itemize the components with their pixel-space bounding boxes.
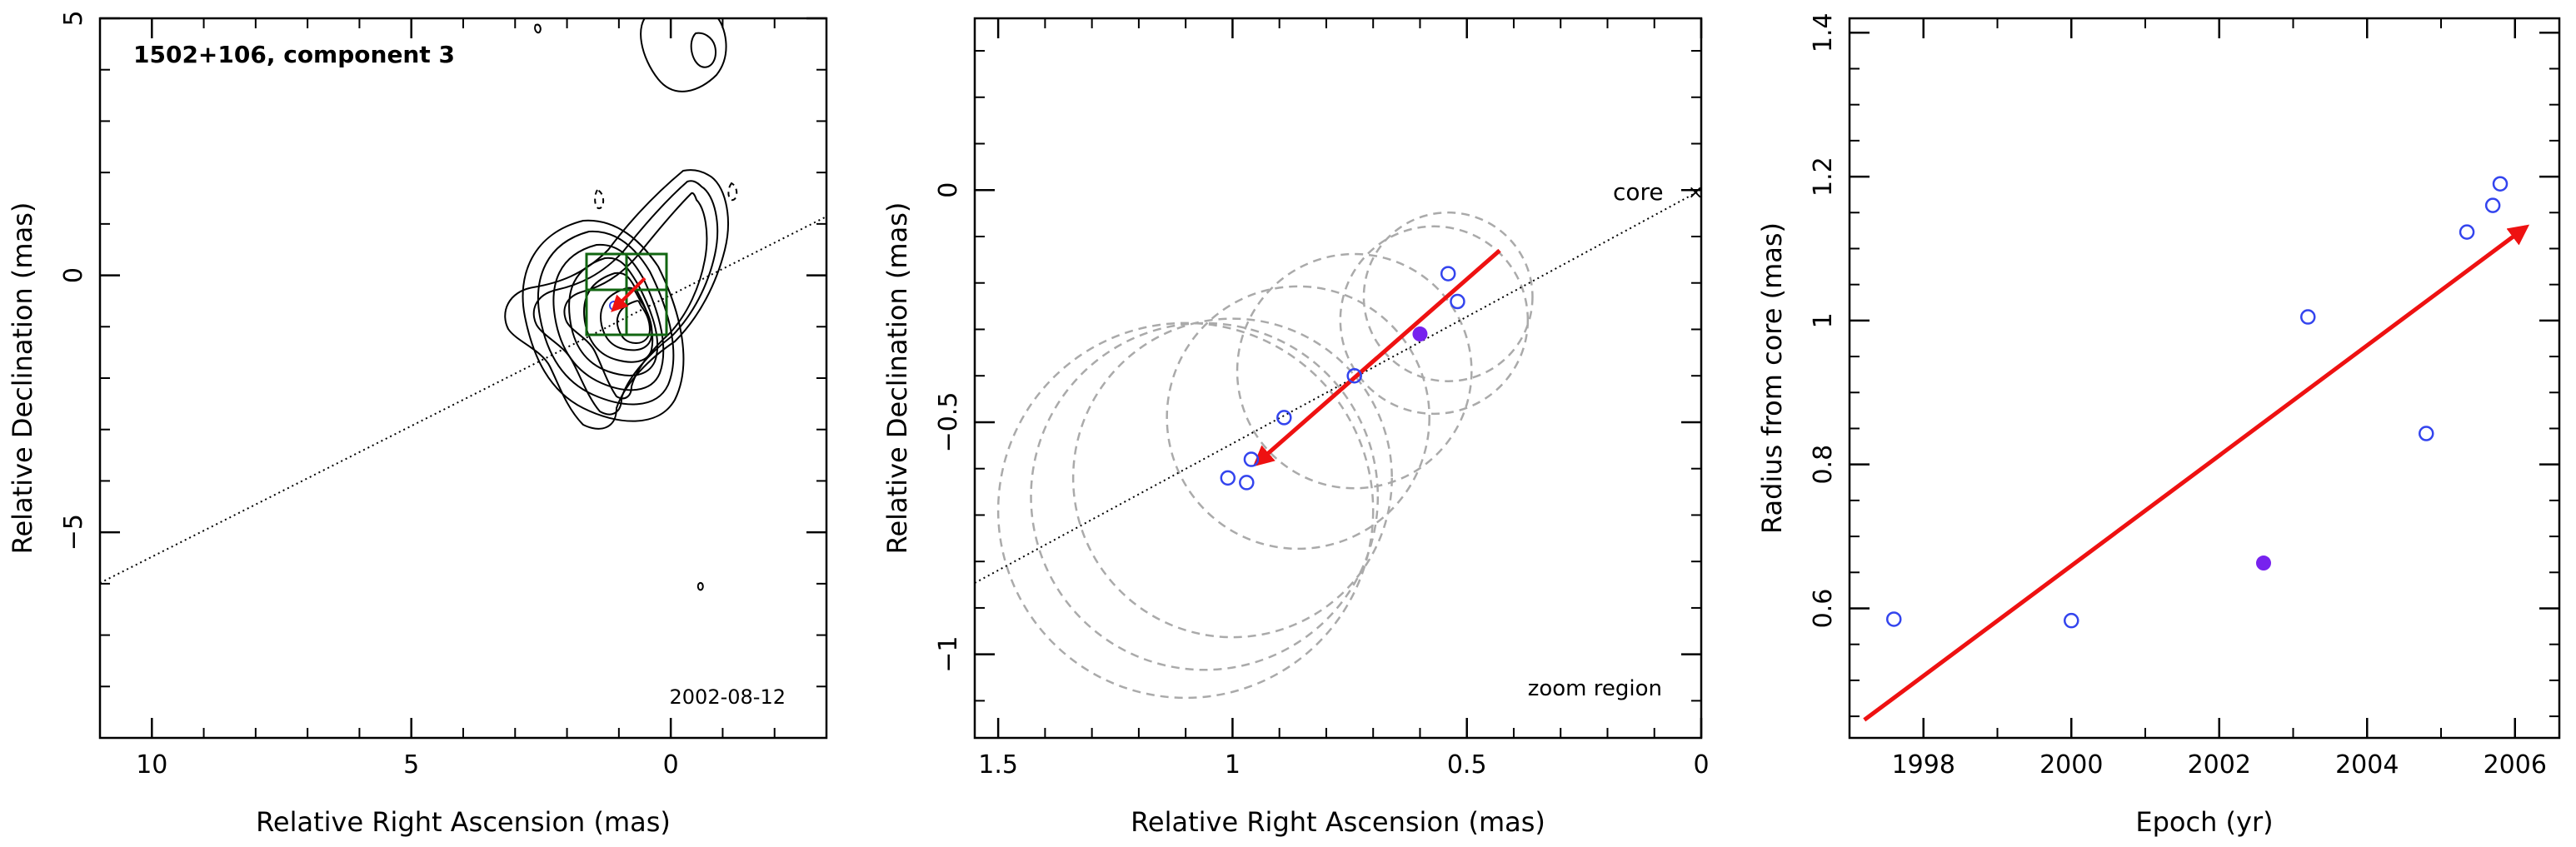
open-point bbox=[1243, 451, 1260, 467]
open-point bbox=[1220, 470, 1236, 486]
panel-frame bbox=[1848, 17, 2561, 740]
y-tick-label: 0 bbox=[59, 267, 88, 283]
open-point bbox=[2459, 224, 2475, 240]
panel-radius: 1998 2000 2002 2004 2006 0.6 0.8 1 1.2 1.4 Epoch … bbox=[1756, 12, 2561, 838]
x-tick-label: 0 bbox=[1693, 750, 1709, 780]
uncertainty-circle bbox=[1071, 317, 1393, 639]
open-point bbox=[1440, 266, 1456, 282]
y-axis-label: Relative Declination (mas) bbox=[7, 202, 38, 555]
uncertainty-circle bbox=[996, 321, 1375, 700]
y-tick-label: 0 bbox=[934, 182, 963, 198]
open-point bbox=[1276, 410, 1292, 426]
contour-lines bbox=[504, 18, 729, 591]
motion-arrow bbox=[611, 277, 646, 312]
panel-frame bbox=[973, 17, 1703, 740]
panel-title: 1502+106, component 3 bbox=[133, 41, 455, 68]
axes-radius: 1998 2000 2002 2004 2006 0.6 0.8 1 1.2 1.4 bbox=[1809, 12, 2559, 780]
y-tick-label: −5 bbox=[59, 514, 88, 551]
open-point bbox=[2492, 176, 2509, 192]
radius-points bbox=[1886, 176, 2509, 629]
x-tick-label: 1998 bbox=[1892, 750, 1955, 780]
open-point bbox=[2300, 309, 2316, 325]
x-axis-label: Epoch (yr) bbox=[2135, 806, 2273, 838]
y-tick-label: 0.6 bbox=[1809, 589, 1838, 629]
x-tick-label: 2002 bbox=[2188, 750, 2251, 780]
panel-contour: 10 5 0 5 0 −5 bbox=[7, 10, 828, 838]
x-tick-label: 2006 bbox=[2484, 750, 2547, 780]
x-tick-label: 10 bbox=[136, 750, 167, 780]
zoom-region-label: zoom region bbox=[1528, 676, 1662, 701]
y-axis-label: Relative Declination (mas) bbox=[881, 202, 913, 555]
contour-plot-area bbox=[100, 18, 826, 591]
uncertainty-circles bbox=[996, 211, 1534, 700]
negative-contours bbox=[594, 182, 738, 210]
y-tick-label: 1.4 bbox=[1809, 12, 1838, 52]
axes-zoom: 1.5 1 0.5 0 0 −0.5 −1 bbox=[934, 18, 1710, 780]
y-tick-label: 5 bbox=[59, 10, 88, 26]
epoch-label: 2002-08-12 bbox=[670, 685, 786, 709]
x-axis-label: Relative Right Ascension (mas) bbox=[1131, 806, 1545, 838]
x-tick-label: 0.5 bbox=[1447, 750, 1487, 780]
open-point bbox=[2419, 426, 2434, 441]
core-label: core bbox=[1613, 178, 1664, 206]
core-marker: × bbox=[1688, 182, 1703, 203]
open-point bbox=[1346, 367, 1362, 384]
position-points bbox=[1220, 266, 1465, 491]
y-tick-label: 0.8 bbox=[1809, 445, 1838, 485]
x-axis-label: Relative Right Ascension (mas) bbox=[256, 806, 671, 838]
motion-arrow bbox=[1252, 248, 1501, 467]
open-point bbox=[1450, 293, 1465, 310]
x-tick-label: 2004 bbox=[2335, 750, 2399, 780]
y-axis-label: Radius from core (mas) bbox=[1756, 222, 1788, 534]
x-tick-label: 0 bbox=[663, 750, 679, 780]
open-point bbox=[2484, 197, 2501, 213]
panel-frame bbox=[98, 17, 828, 740]
y-tick-label: 1.2 bbox=[1809, 157, 1838, 197]
uncertainty-circle bbox=[1166, 285, 1430, 551]
fit-arrow bbox=[1863, 224, 2530, 722]
uncertainty-circle bbox=[1030, 321, 1380, 671]
open-point bbox=[1239, 475, 1255, 491]
x-tick-label: 1.5 bbox=[978, 750, 1018, 780]
panel-zoom: 1.5 1 0.5 0 0 −0.5 −1 core × zoom region Relat… bbox=[881, 17, 1710, 838]
y-tick-label: −1 bbox=[934, 636, 963, 673]
axes-contour: 10 5 0 5 0 −5 bbox=[59, 10, 827, 780]
core-direction-line bbox=[100, 216, 826, 584]
x-tick-label: 5 bbox=[403, 750, 419, 780]
uncertainty-circle bbox=[1362, 211, 1534, 382]
open-point bbox=[2064, 612, 2079, 629]
filled-point bbox=[2256, 556, 2271, 571]
open-point bbox=[1886, 611, 1902, 627]
x-tick-label: 2000 bbox=[2039, 750, 2103, 780]
x-tick-label: 1 bbox=[1225, 750, 1241, 780]
y-tick-label: 1 bbox=[1809, 312, 1838, 328]
uncertainty-circle bbox=[1339, 225, 1530, 416]
filled-point bbox=[1412, 326, 1428, 342]
y-tick-label: −0.5 bbox=[934, 392, 963, 453]
